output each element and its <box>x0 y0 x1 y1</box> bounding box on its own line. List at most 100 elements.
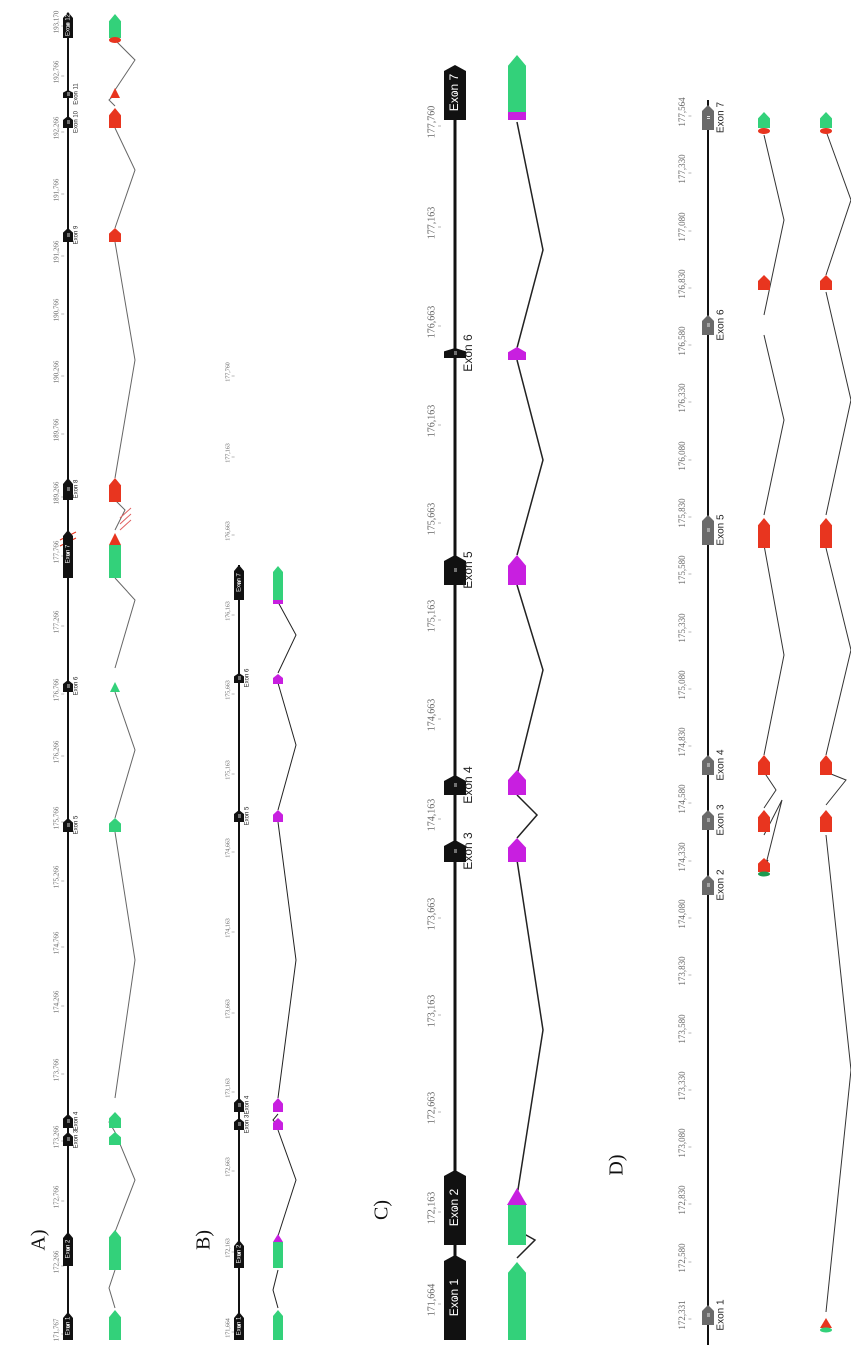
exon-block <box>444 348 466 358</box>
exon-label: Exon 11 <box>74 83 80 105</box>
transcript-b <box>272 566 297 1340</box>
exon-block <box>234 1118 244 1130</box>
stop-marker <box>110 88 120 98</box>
start-marker <box>273 1234 283 1242</box>
tick-label: 172,580 <box>677 1243 687 1273</box>
transcript-cap <box>758 871 770 877</box>
exon-block <box>234 1240 244 1268</box>
tick-label: 177,760 <box>426 106 437 139</box>
splice-line <box>114 499 126 531</box>
exon-label: Exon 7 <box>716 101 727 133</box>
transcript-exon <box>758 518 770 548</box>
splice-line <box>114 577 136 669</box>
transcript-exon <box>109 1132 121 1145</box>
tick-label: 192,766 <box>53 60 61 83</box>
transcript-exon <box>820 112 832 128</box>
exon-label: Exon 2 <box>66 1239 72 1258</box>
tick-label: 176,580 <box>677 326 687 356</box>
tick-label: 193,170 <box>53 10 61 33</box>
tick-label: 189,266 <box>53 481 61 504</box>
tick-label: 176,163 <box>426 405 437 438</box>
exon-block <box>444 65 466 120</box>
tick-label: 174,163 <box>225 918 231 938</box>
exon-block <box>444 1170 466 1245</box>
transcript-exon <box>820 275 832 290</box>
transcript-exon <box>508 347 526 360</box>
start-marker <box>507 1188 527 1205</box>
exon-label: Exon 1 <box>66 1316 72 1335</box>
splice-line <box>277 601 297 674</box>
splice-line <box>763 334 785 516</box>
tick-label: 175,766 <box>53 806 61 829</box>
splice-line <box>114 39 136 91</box>
tick-label: 175,663 <box>426 503 437 536</box>
tick-label: 172,266 <box>53 1250 61 1273</box>
splice-line <box>114 831 136 1099</box>
exon-block <box>234 1312 244 1340</box>
exon-block <box>63 530 73 578</box>
transcript-exon <box>758 810 770 832</box>
exon-label: Exon 5 <box>74 815 80 834</box>
tick-label: 172,766 <box>53 1185 61 1208</box>
splice-line <box>516 584 544 776</box>
exon-label: Exon 2 <box>237 1244 243 1263</box>
tick-label: 172,663 <box>225 1157 231 1177</box>
splice-line <box>516 359 544 556</box>
exon-block <box>63 228 73 242</box>
transcript-exon <box>273 1118 283 1130</box>
transcript-exon <box>820 810 832 832</box>
exon-label: Exon 4 <box>461 766 475 804</box>
exon-label: Exon 5 <box>461 551 475 589</box>
splice-line <box>825 130 851 276</box>
splice-line <box>763 544 785 756</box>
transcript-exon <box>273 1310 283 1340</box>
transcript-exon <box>273 566 283 600</box>
exon-block <box>702 1305 714 1325</box>
transcript-cap <box>820 128 832 134</box>
exon-label: Exon 6 <box>716 309 727 341</box>
exon-label: Exon 4 <box>716 749 727 781</box>
splice-line <box>825 547 851 756</box>
tick-label: 171,767 <box>53 1318 61 1341</box>
splice-line <box>277 821 297 1099</box>
tick-label: 177,080 <box>677 212 687 242</box>
transcript-exon-cds <box>273 600 283 604</box>
exon-label: Exon 7 <box>447 73 461 111</box>
tick-label: 174,663 <box>225 838 231 858</box>
exon-label: Exon 7 <box>237 573 243 592</box>
tick-label: 174,830 <box>677 727 687 757</box>
tick-label: 173,163 <box>225 1078 231 1098</box>
transcript-exon <box>109 1112 121 1128</box>
panel-a: A) 171,767 172,266 172,766 173,266 173,766 174… <box>28 10 80 1341</box>
exon-block <box>444 1255 466 1340</box>
exon-label: Exon 4 <box>245 1095 251 1114</box>
exon-label: Exon 1 <box>447 1278 461 1316</box>
tick-label: 174,266 <box>53 990 61 1013</box>
transcript-a <box>108 14 136 1340</box>
tick-label: 177,766 <box>53 540 61 563</box>
exon-block <box>234 810 244 822</box>
exon-label: Exon 2 <box>716 869 727 901</box>
tick-label: 177,564 <box>677 97 687 127</box>
tick-label: 175,330 <box>677 613 687 643</box>
transcript-exon <box>758 755 770 775</box>
stop-marker <box>109 533 121 545</box>
tick-label: 174,330 <box>677 842 687 872</box>
exon-block <box>702 315 714 335</box>
transcript-exon <box>273 1098 283 1112</box>
tick-label: 175,580 <box>677 555 687 585</box>
tick-label: 175,663 <box>225 680 231 700</box>
transcript-exon <box>273 810 283 822</box>
tick-label: 177,163 <box>225 443 231 463</box>
transcript-exon <box>273 1242 283 1268</box>
exon-label: Exon 3 <box>74 1129 80 1148</box>
transcript-exon <box>758 858 770 872</box>
exon-label: Exon 7 <box>66 544 72 563</box>
transcript-exon <box>109 14 121 38</box>
panel-d: D) 172,331 172,580 172,830 173,080 173,330 173… <box>606 97 727 1345</box>
exon-block <box>444 840 466 862</box>
splice-line <box>114 691 136 819</box>
splice-line <box>516 859 544 1197</box>
tick-label: 176,266 <box>53 740 61 763</box>
